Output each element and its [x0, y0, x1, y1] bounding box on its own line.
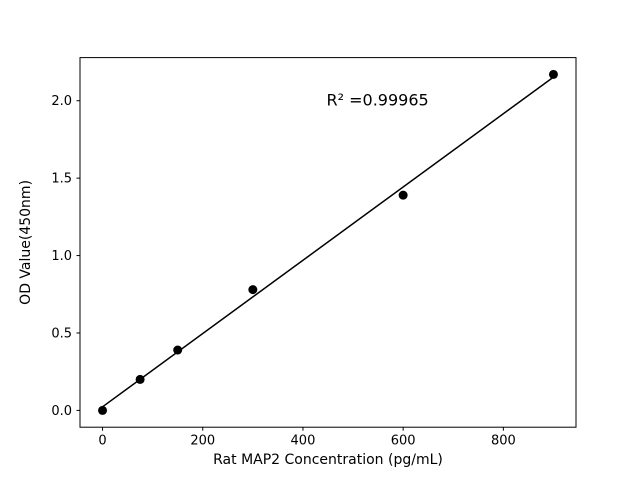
x-tick-label: 400: [291, 434, 316, 449]
y-tick-label: 1.0: [51, 249, 72, 264]
y-tick-label: 1.5: [51, 172, 72, 187]
plot-border: [79, 57, 577, 428]
r-squared-annotation: R² =0.99965: [327, 91, 429, 110]
x-tick-label: 0: [98, 434, 106, 449]
x-tick-label: 600: [391, 434, 416, 449]
data-point: [398, 190, 408, 200]
x-tick-label: 800: [491, 434, 516, 449]
y-axis-label: OD Value(450nm): [18, 180, 34, 305]
data-point: [548, 69, 558, 79]
data-point: [98, 405, 108, 415]
data-point: [248, 285, 258, 295]
x-tick-label: 200: [190, 434, 215, 449]
data-point: [135, 374, 145, 384]
y-tick-label: 0.5: [51, 326, 72, 341]
data-point: [173, 345, 183, 355]
x-axis-label: Rat MAP2 Concentration (pg/mL): [213, 452, 443, 468]
y-tick-label: 2.0: [51, 94, 72, 109]
y-tick-label: 0.0: [51, 404, 72, 419]
